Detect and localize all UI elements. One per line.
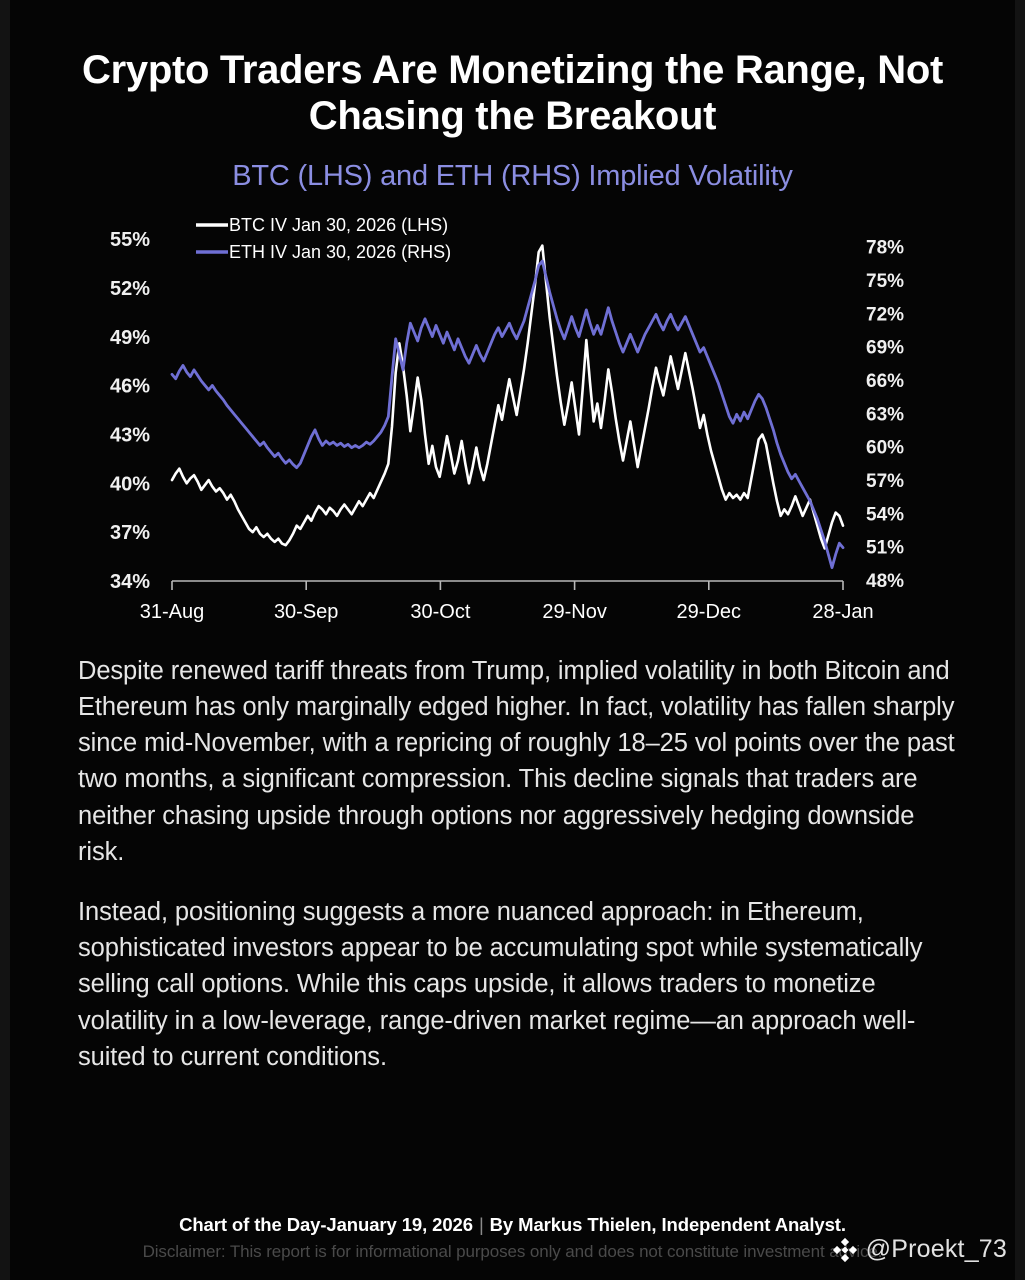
volatility-chart: 55% 52% 49% 46% 43% 40% 37% 34% 78% 75% 72% 69% 66% 6… [0, 201, 1025, 641]
footer: Chart of the Day-January 19, 2026 | By Mar… [0, 1214, 1025, 1280]
left-axis-tick: 55% [110, 229, 150, 251]
commentary: Despite renewed tariff threats from Trum… [0, 641, 1025, 1075]
legend-label: BTC IV Jan 30, 2026 (LHS) [229, 215, 448, 235]
chart-canvas: 55% 52% 49% 46% 43% 40% 37% 34% 78% 75% 72% 69% 66% 6… [110, 215, 904, 623]
byline: By Markus Thielen, Independent Analyst. [489, 1214, 846, 1235]
x-axis-tick-label: 29-Dec [677, 601, 741, 623]
x-axis-tick-label: 30-Oct [410, 601, 470, 623]
left-axis-tick: 43% [110, 424, 150, 446]
legend-label: ETH IV Jan 30, 2026 (RHS) [229, 242, 451, 262]
right-axis-tick: 69% [866, 337, 904, 358]
x-axis-tick-label: 29-Nov [542, 601, 606, 623]
binance-diamond-icon [832, 1237, 857, 1262]
left-axis-tick: 49% [110, 327, 150, 349]
left-axis-tick: 34% [110, 571, 150, 593]
paragraph-one: Despite renewed tariff threats from Trum… [78, 656, 955, 866]
x-axis-tick-label: 28-Jan [812, 601, 873, 623]
left-axis-tick: 40% [110, 473, 150, 495]
chart-of-the-day-label: Chart of the Day-January 19, 2026 [179, 1214, 473, 1235]
left-axis-tick: 52% [110, 278, 150, 300]
right-axis-tick: 57% [866, 471, 904, 492]
chart-subtitle: BTC (LHS) and ETH (RHS) Implied Volatili… [232, 159, 793, 192]
left-axis-tick: 46% [110, 375, 150, 397]
x-axis-tick-label: 30-Sep [274, 601, 339, 623]
disclaimer-text: Disclaimer: This report is for informati… [142, 1242, 883, 1261]
right-axis-tick: 51% [866, 537, 904, 558]
page-title: Crypto Traders Are Monetizing the Range,… [82, 48, 943, 139]
watermark: @Proekt_73 [832, 1235, 1007, 1264]
right-axis-tick: 66% [866, 371, 904, 392]
credit-line: Chart of the Day-January 19, 2026 | By Mar… [0, 1214, 1025, 1242]
left-axis-tick: 37% [110, 522, 150, 544]
right-axis-tick: 48% [866, 571, 904, 592]
watermark-handle: @Proekt_73 [865, 1235, 1007, 1263]
right-axis-tick: 75% [866, 271, 904, 292]
series-line [170, 259, 845, 569]
x-axis-tick-label: 31-Aug [140, 601, 205, 623]
right-axis-tick: 63% [866, 404, 904, 425]
credit-separator: | [478, 1214, 484, 1235]
right-axis-tick: 78% [866, 237, 904, 258]
right-axis-tick: 72% [866, 304, 904, 325]
series-line [170, 244, 845, 550]
right-axis-tick: 54% [866, 504, 904, 525]
right-axis-tick: 60% [866, 437, 904, 458]
paragraph-two: Instead, positioning suggests a more nua… [78, 898, 923, 1071]
